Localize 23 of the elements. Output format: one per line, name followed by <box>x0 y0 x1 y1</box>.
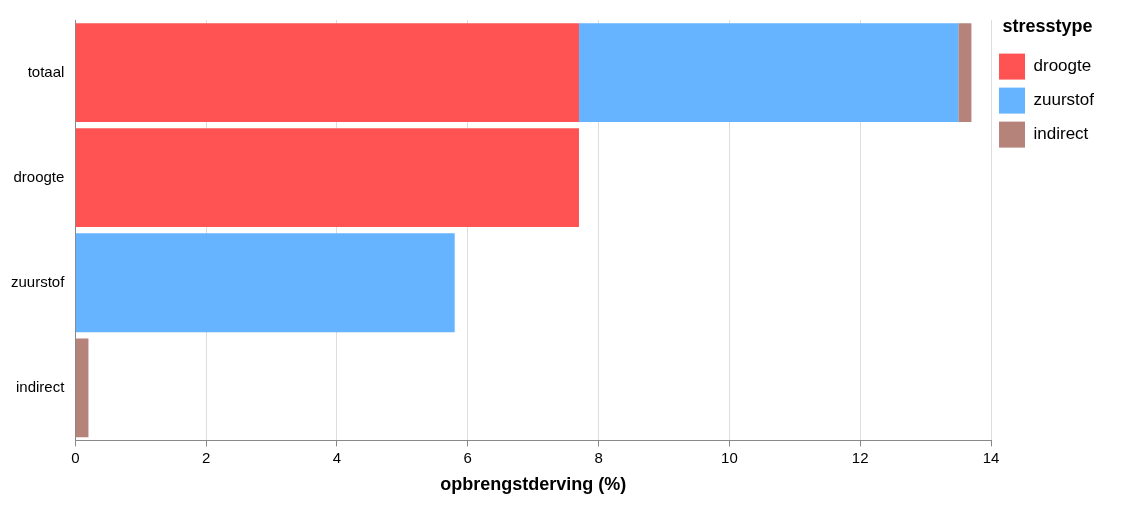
bar <box>75 23 579 122</box>
y-tick-label: droogte <box>13 167 65 185</box>
x-tick-label: 12 <box>851 448 869 466</box>
x-tick-label: 0 <box>71 448 80 466</box>
x-tick-label: 14 <box>982 448 1000 466</box>
x-tick-label: 2 <box>202 448 211 466</box>
y-tick-label: indirect <box>16 377 66 395</box>
x-axis-title: opbrengstderving (%) <box>440 474 627 495</box>
legend-label: droogte <box>1033 56 1092 76</box>
x-tick-label: 10 <box>721 448 738 466</box>
y-tick-label: totaal <box>27 62 65 80</box>
bar <box>578 23 959 122</box>
legend-label: indirect <box>1033 124 1089 144</box>
bar <box>958 23 972 122</box>
bar <box>75 128 579 228</box>
legend-title: stresstype <box>1002 15 1093 36</box>
x-tick-label: 8 <box>594 448 603 466</box>
bar <box>75 233 455 333</box>
bar <box>75 338 89 438</box>
legend-label: zuurstof <box>1033 90 1095 110</box>
y-tick-label: zuurstof <box>11 272 66 290</box>
x-tick-label: 6 <box>463 448 472 466</box>
x-tick-label: 4 <box>332 448 342 466</box>
